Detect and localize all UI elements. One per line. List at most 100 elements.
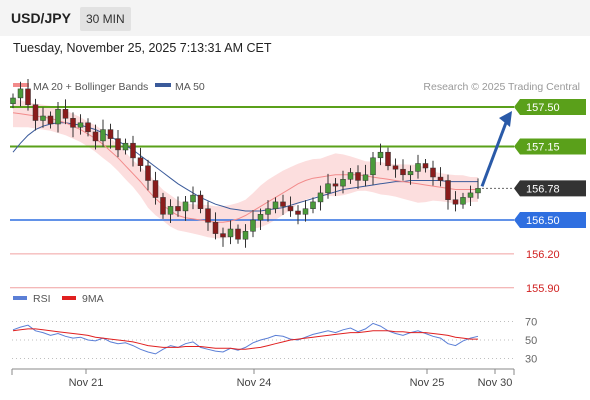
candle-body (235, 228, 241, 240)
rsi-ma-line (12, 328, 478, 350)
datetime-label: Tuesday, November 25, 2025 7:13:31 AM CE… (13, 41, 272, 55)
current-label-156.78: 156.78 (526, 183, 560, 195)
candle-body (295, 210, 301, 215)
candle-body (460, 197, 466, 205)
candle-body (355, 172, 361, 181)
candle-body (175, 206, 181, 212)
price-levels (10, 106, 514, 289)
candle-body (205, 208, 211, 223)
resistance-tag-157.50 (514, 99, 586, 115)
candle-body (257, 214, 264, 221)
resistance-tag-157.15 (514, 138, 586, 155)
pivot-tag-156.50 (514, 212, 586, 228)
rsi-tick-70: 70 (525, 317, 537, 329)
candle-body (182, 201, 189, 212)
candle-body (242, 231, 249, 240)
candle-body (265, 208, 271, 215)
candle-body (47, 115, 54, 125)
resistance-label-157.15: 157.15 (526, 142, 560, 154)
x-tick-label: Nov 24 (237, 377, 272, 389)
symbol-label: USD/JPY (11, 10, 71, 26)
candle-body (70, 118, 76, 128)
candle-body (287, 206, 294, 212)
candle-body (452, 199, 459, 205)
candle-body (115, 138, 121, 151)
candle-body (62, 109, 69, 119)
candle-body (362, 174, 369, 181)
candle-body (430, 167, 436, 178)
ma20-line (12, 112, 478, 223)
candle-body (55, 109, 61, 125)
rsi-legend-swatch (13, 296, 27, 300)
rsi-tick-50: 50 (525, 335, 537, 347)
candle-body (280, 201, 286, 207)
resistance-label-157.50: 157.50 (526, 102, 560, 114)
candle-body (25, 88, 31, 105)
candle-body (445, 180, 451, 200)
candle-body (32, 104, 39, 121)
timeframe-badge[interactable]: 30 MIN (80, 7, 131, 31)
price-legend: MA 20 + Bollinger Bands MA 50 Research ©… (13, 81, 580, 93)
support-label-155.90: 155.90 (526, 283, 560, 295)
x-tick-label: Nov 25 (410, 377, 445, 389)
candle-body (422, 163, 429, 169)
candle-body (40, 115, 46, 121)
support-label-156.20: 156.20 (526, 249, 560, 261)
candle-body (10, 97, 16, 104)
candle-body (197, 194, 204, 209)
candle-body (317, 192, 324, 203)
candle-body (310, 201, 316, 209)
level-tags: 157.50 157.15 156.78 156.50 156.20 155.90 (514, 99, 586, 295)
ma50-legend-swatch (155, 83, 171, 87)
credit-label: Research © 2025 Trading Central (423, 81, 580, 93)
candle-body (437, 176, 444, 181)
candle-body (475, 188, 481, 194)
candle-body (407, 171, 414, 176)
candle-body (340, 179, 346, 187)
bollinger-bands (13, 98, 478, 239)
candles (10, 78, 481, 248)
bollinger-band-area (13, 98, 478, 239)
candle-body (370, 157, 376, 176)
candle-body (250, 219, 256, 232)
rsi-tick-30: 30 (525, 354, 537, 366)
candle-body (107, 129, 114, 139)
candle-body (332, 183, 339, 187)
rsi-ma-legend-label: 9MA (82, 293, 104, 305)
candle-body (220, 233, 226, 238)
ma50-legend-label: MA 50 (175, 81, 205, 93)
candle-body (122, 142, 129, 151)
candle-body (377, 151, 384, 159)
x-tick-label: Nov 21 (69, 377, 104, 389)
candle-body (77, 122, 84, 128)
ma20-legend-label: MA 20 + Bollinger Bands (33, 81, 148, 93)
rsi-legend: RSI 9MA (13, 293, 104, 305)
header-bar: USD/JPY 30 MIN (0, 0, 590, 36)
candle-body (325, 183, 331, 194)
candle-body (190, 194, 196, 203)
candle-body (92, 131, 99, 142)
candle-body (415, 163, 421, 172)
candle-body (272, 201, 279, 209)
rsi-legend-label: RSI (33, 293, 51, 305)
candle-body (467, 192, 474, 198)
x-tick-label: Nov 30 (478, 377, 513, 389)
candle-body (17, 88, 24, 99)
target-arrow-shaft (480, 119, 509, 187)
candle-body (212, 222, 219, 234)
candle-body (152, 180, 159, 198)
target-arrow (480, 111, 512, 187)
candle-body (167, 206, 174, 215)
candle-body (392, 165, 399, 170)
candle-body (302, 208, 309, 215)
candle-body (145, 165, 151, 181)
candle-body (130, 142, 136, 159)
candle-body (100, 129, 106, 142)
current-tag-156.78 (514, 180, 586, 197)
x-axis: Nov 21 Nov 24 Nov 25 Nov 30 (11, 368, 515, 389)
rsi-line (12, 322, 479, 355)
pivot-label-156.50: 156.50 (526, 215, 560, 227)
candle-body (385, 151, 391, 167)
candle-body (227, 228, 234, 238)
